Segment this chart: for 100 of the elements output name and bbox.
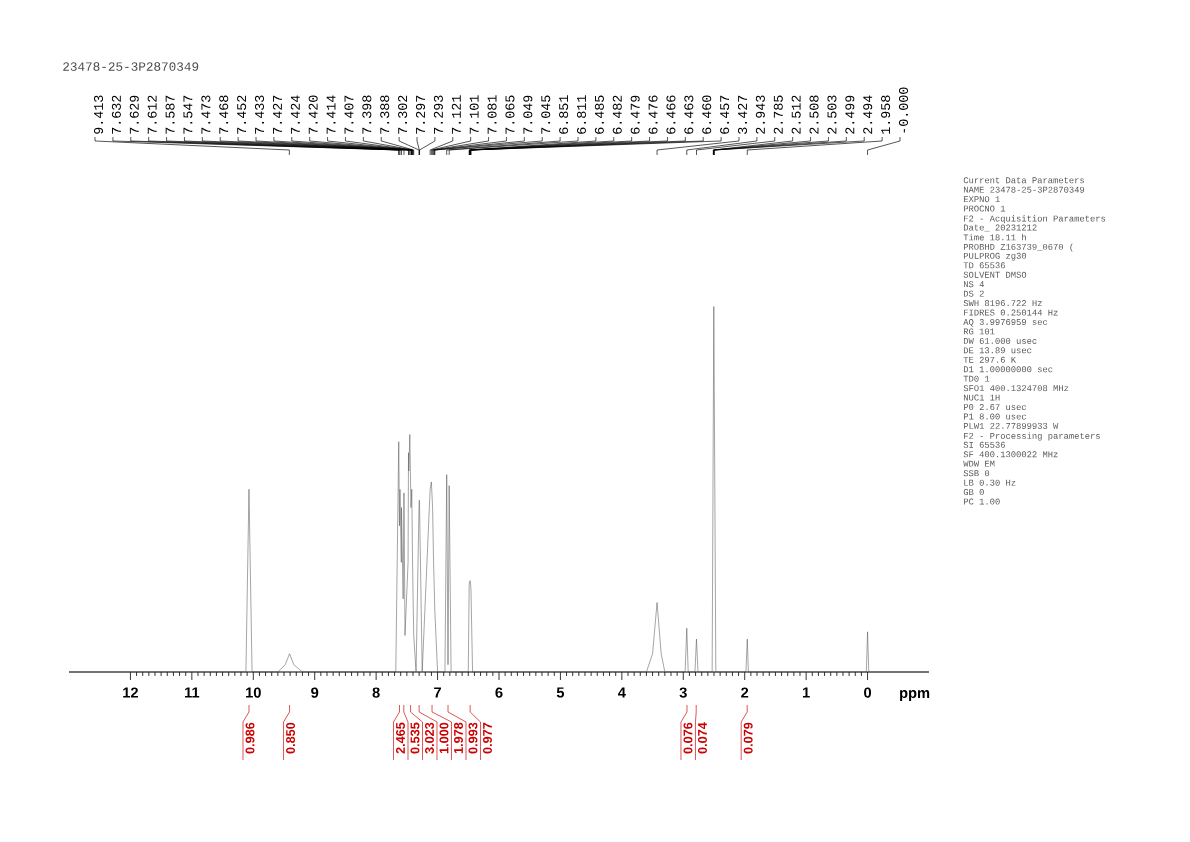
annotation: 7.632: [111, 95, 121, 134]
text: LB 0.30 Hz: [964, 479, 1016, 486]
annotation: 7.433: [254, 95, 265, 134]
x-tick-label: 10: [246, 687, 261, 698]
annotation: 3.427: [737, 95, 748, 134]
annotation: 0.076: [683, 722, 693, 754]
annotation: 6.463: [684, 95, 694, 134]
annotation: 6.851: [559, 95, 569, 134]
text: DW 61.000 usec: [963, 337, 1037, 344]
text: Time 18.11 h: [963, 233, 1026, 241]
annotation: 2.503: [827, 95, 837, 134]
text: P0 2.67 usec: [963, 404, 1026, 411]
x-tick-label: 3: [679, 687, 687, 698]
annotation: 7.081: [487, 95, 497, 134]
text: TD0 1: [963, 375, 990, 382]
annotation: 9.413: [93, 95, 104, 134]
annotation: 2.499: [845, 95, 855, 134]
text: FIDRES 0.250144 Hz: [964, 309, 1058, 316]
annotation: 7.045: [541, 95, 551, 134]
text: F2 - Acquisition Parameters: [964, 215, 1106, 224]
annotation: 2.512: [791, 95, 801, 134]
annotation: 7.414: [326, 95, 336, 134]
text: TE 297.6 K: [963, 356, 1017, 363]
annotation: 7.065: [505, 95, 515, 134]
annotation: 0.993: [468, 722, 478, 754]
annotation: 0.850: [286, 722, 296, 754]
text: SF 400.1300022 MHz: [963, 451, 1058, 458]
annotation: 2.785: [773, 95, 783, 134]
text: SSB 0: [963, 470, 990, 477]
annotation: 7.587: [165, 95, 175, 134]
annotation: 0.074: [697, 722, 707, 754]
annotation: 7.398: [362, 95, 372, 134]
annotation: 7.547: [183, 95, 193, 134]
text: AQ 3.9976959 sec: [963, 319, 1048, 327]
text: SOLVENT DMSO: [963, 271, 1027, 278]
annotation: 7.427: [272, 95, 282, 134]
text: Current Data Parameters: [963, 177, 1084, 184]
annotation: 7.302: [398, 95, 408, 134]
text: NS 4: [963, 281, 984, 288]
x-tick-label: 8: [372, 687, 380, 698]
text: SI 65536: [963, 441, 1005, 448]
annotation: 7.293: [433, 95, 443, 134]
annotation: 7.424: [290, 95, 300, 134]
annotation: 1.000: [439, 722, 449, 754]
text: NAME 23478-25-3P2870349: [963, 186, 1085, 193]
text: PLW1 22.77899933 W: [963, 422, 1059, 429]
annotation: 6.460: [702, 95, 712, 134]
text: P1 8.00 usec: [963, 413, 1026, 420]
annotation: 6.476: [648, 95, 658, 134]
x-axis-title: ppm: [900, 690, 930, 701]
text: EXPNO 1: [963, 196, 1000, 203]
x-tick-label: 4: [618, 687, 626, 698]
x-tick-label: 2: [741, 687, 749, 698]
text: NUC1 1H: [963, 394, 1000, 401]
text: TD 65536: [963, 262, 1005, 269]
annotation: 7.297: [415, 95, 426, 134]
annotation: 7.452: [237, 95, 247, 134]
text: D1 1.00000000 sec: [963, 366, 1053, 373]
annotation: -0.000: [898, 87, 909, 133]
annotation: 6.811: [576, 95, 587, 134]
annotation: 7.468: [219, 95, 229, 134]
annotation: 7.612: [147, 95, 157, 134]
annotation: 1.958: [881, 95, 891, 134]
chart-title: 23478-25-3P2870349: [63, 62, 199, 71]
annotation: 2.508: [809, 95, 819, 134]
annotation: 7.101: [469, 95, 479, 134]
x-tick-label: 5: [556, 687, 565, 698]
x-tick-label: 1: [802, 687, 810, 698]
text: PC 1.00: [963, 498, 1000, 505]
annotation: 2.465: [396, 722, 405, 754]
text: PROCNO 1: [963, 205, 1006, 212]
text: SWH 8196.722 Hz: [963, 300, 1042, 307]
x-tick-label: 12: [123, 687, 138, 698]
annotation: 6.457: [720, 95, 730, 134]
x-tick-label: 0: [864, 687, 872, 698]
annotation: 2.494: [863, 95, 873, 134]
annotation: 6.485: [594, 95, 604, 134]
annotation: 0.986: [245, 722, 255, 754]
annotation: 1.978: [454, 722, 463, 754]
annotation: 7.388: [380, 95, 390, 134]
x-tick-label: 6: [495, 687, 503, 698]
text: PROBHD Z163739_0670 (: [963, 243, 1073, 252]
text: PULPROG zg30: [963, 252, 1027, 261]
text: SFO1 400.1324708 MHz: [963, 385, 1069, 392]
annotation: 7.420: [308, 95, 318, 134]
annotation: 6.482: [612, 95, 622, 134]
text: Date_ 20231212: [963, 224, 1037, 232]
text: F2 - Processing parameters: [964, 432, 1100, 441]
text: WDW EM: [963, 460, 995, 467]
annotation: 0.977: [483, 722, 492, 754]
annotation: 7.473: [201, 95, 211, 134]
annotation: 7.049: [523, 95, 533, 134]
text: DE 13.89 usec: [963, 347, 1032, 354]
annotation: 7.407: [344, 95, 354, 134]
annotation: 7.629: [129, 95, 139, 134]
x-tick-label: 9: [311, 687, 319, 698]
text: GB 0: [963, 489, 984, 496]
text: RG 101: [963, 328, 995, 335]
annotation: 0.535: [410, 722, 420, 754]
annotation: 7.121: [451, 95, 461, 134]
